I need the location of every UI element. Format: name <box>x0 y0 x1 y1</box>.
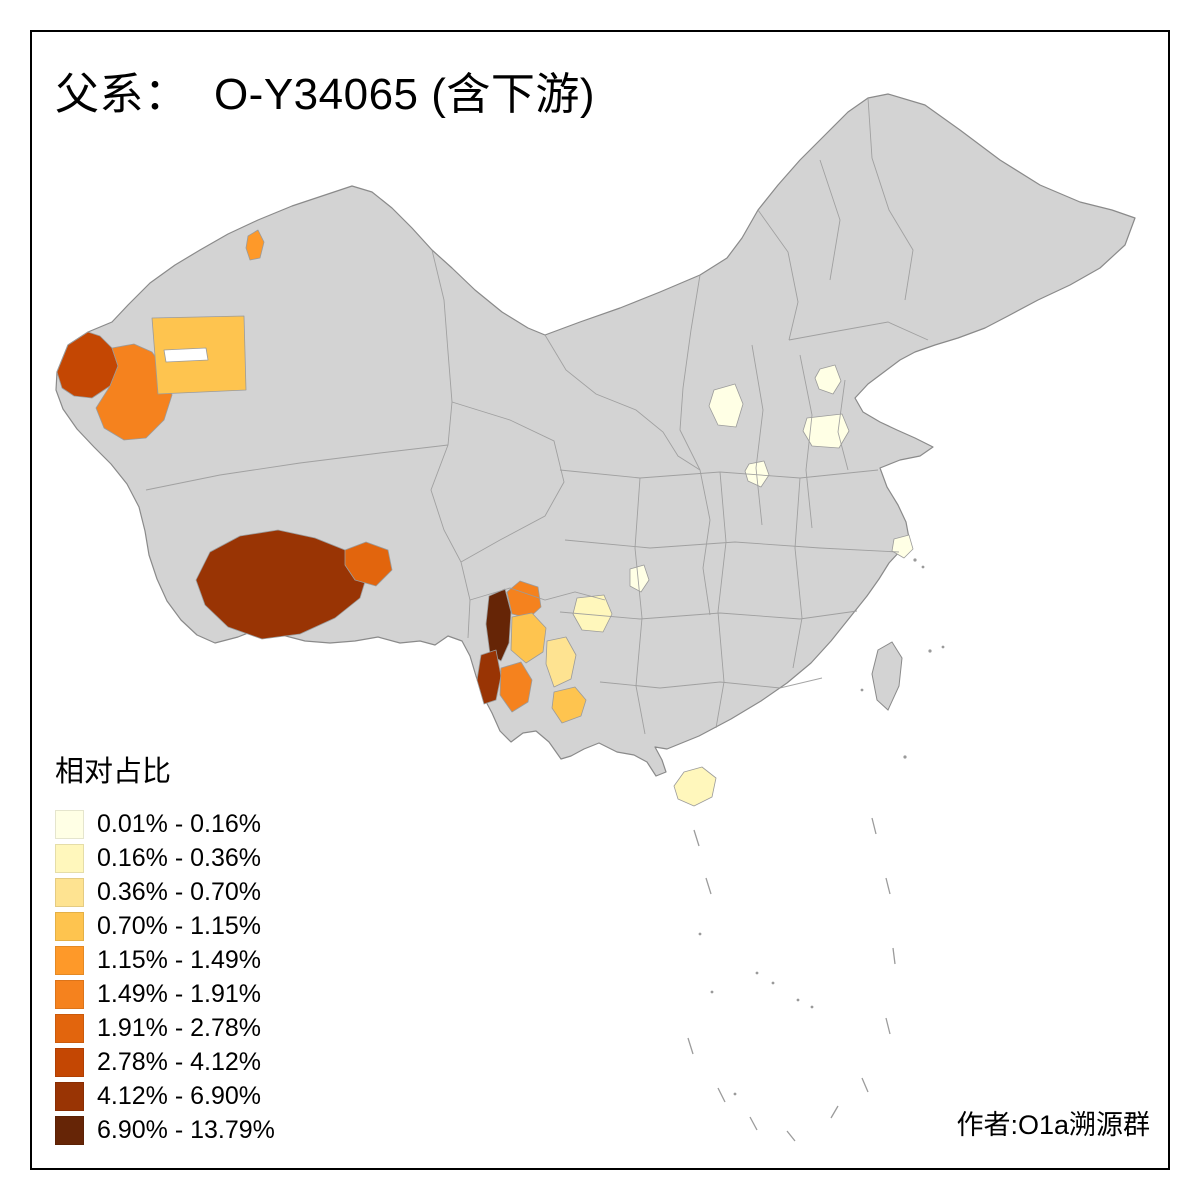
region-xinjiang-southwest <box>95 343 173 441</box>
region-shanxi-pale <box>708 383 744 428</box>
legend-label: 1.15% - 1.49% <box>97 945 261 974</box>
legend-item: 0.36% - 0.70% <box>55 875 275 909</box>
internal-boundaries <box>145 97 929 735</box>
page-title: 父系： O-Y34065 (含下游) <box>55 70 596 119</box>
region-xinjiang-lake-sliver <box>163 347 209 363</box>
legend-swatch <box>55 945 84 975</box>
island-dots <box>698 558 945 1096</box>
legend-label: 0.70% - 1.15% <box>97 911 261 940</box>
legend-label: 2.78% - 4.12% <box>97 1047 261 1076</box>
region-yunnan-lower-west <box>499 661 533 713</box>
legend-label: 1.91% - 2.78% <box>97 1013 261 1042</box>
region-sichuan-small-pale <box>629 564 650 593</box>
attribution-text: 作者:O1a溯源群 <box>956 1110 1150 1140</box>
region-hainan-island <box>673 766 717 807</box>
legend-swatch <box>55 877 84 907</box>
sea-islands-and-dashes <box>687 817 896 1142</box>
legend-swatch <box>55 1115 84 1145</box>
legend-item: 1.91% - 2.78% <box>55 1011 275 1045</box>
legend-label: 0.01% - 0.16% <box>97 809 261 838</box>
legend-label: 6.90% - 13.79% <box>97 1115 275 1144</box>
legend-items: 0.01% - 0.16% 0.16% - 0.36% 0.36% - 0.70% 0… <box>55 807 275 1147</box>
region-yunnan-central <box>510 612 547 664</box>
legend-item: 0.16% - 0.36% <box>55 841 275 875</box>
region-yunnan-east-light <box>545 636 577 688</box>
legend-item: 6.90% - 13.79% <box>55 1113 275 1147</box>
region-yunnan-northwest-strip <box>485 588 512 662</box>
legend-item: 2.78% - 4.12% <box>55 1045 275 1079</box>
legend-swatch <box>55 911 84 941</box>
legend-item: 0.01% - 0.16% <box>55 807 275 841</box>
region-xinjiang-small-north <box>245 229 265 261</box>
region-hebei-pale <box>802 413 850 449</box>
legend-swatch <box>55 1013 84 1043</box>
region-tibet-main <box>195 529 369 640</box>
legend-item: 1.15% - 1.49% <box>55 943 275 977</box>
legend-label: 1.49% - 1.91% <box>97 979 261 1008</box>
legend-item: 1.49% - 1.91% <box>55 977 275 1011</box>
legend-swatch <box>55 843 84 873</box>
legend-swatch <box>55 1047 84 1077</box>
legend-title: 相对占比 <box>55 756 172 788</box>
legend-item: 4.12% - 6.90% <box>55 1079 275 1113</box>
legend: 相对占比 0.01% - 0.16% 0.16% - 0.36% 0.36% - 0… <box>55 748 275 1147</box>
taiwan-island-shape <box>871 641 903 711</box>
region-yunnan-west-strip <box>476 649 502 705</box>
china-mainland-shape <box>55 93 1136 777</box>
region-beijing-pale <box>814 364 842 395</box>
legend-swatch <box>55 809 84 839</box>
legend-label: 4.12% - 6.90% <box>97 1081 261 1110</box>
region-tibet-east <box>344 541 393 587</box>
legend-swatch <box>55 1081 84 1111</box>
region-guizhou-pale <box>572 594 613 633</box>
region-yunnan-south <box>551 686 587 724</box>
legend-item: 0.70% - 1.15% <box>55 909 275 943</box>
legend-label: 0.16% - 0.36% <box>97 843 261 872</box>
legend-label: 0.36% - 0.70% <box>97 877 261 906</box>
legend-swatch <box>55 979 84 1009</box>
